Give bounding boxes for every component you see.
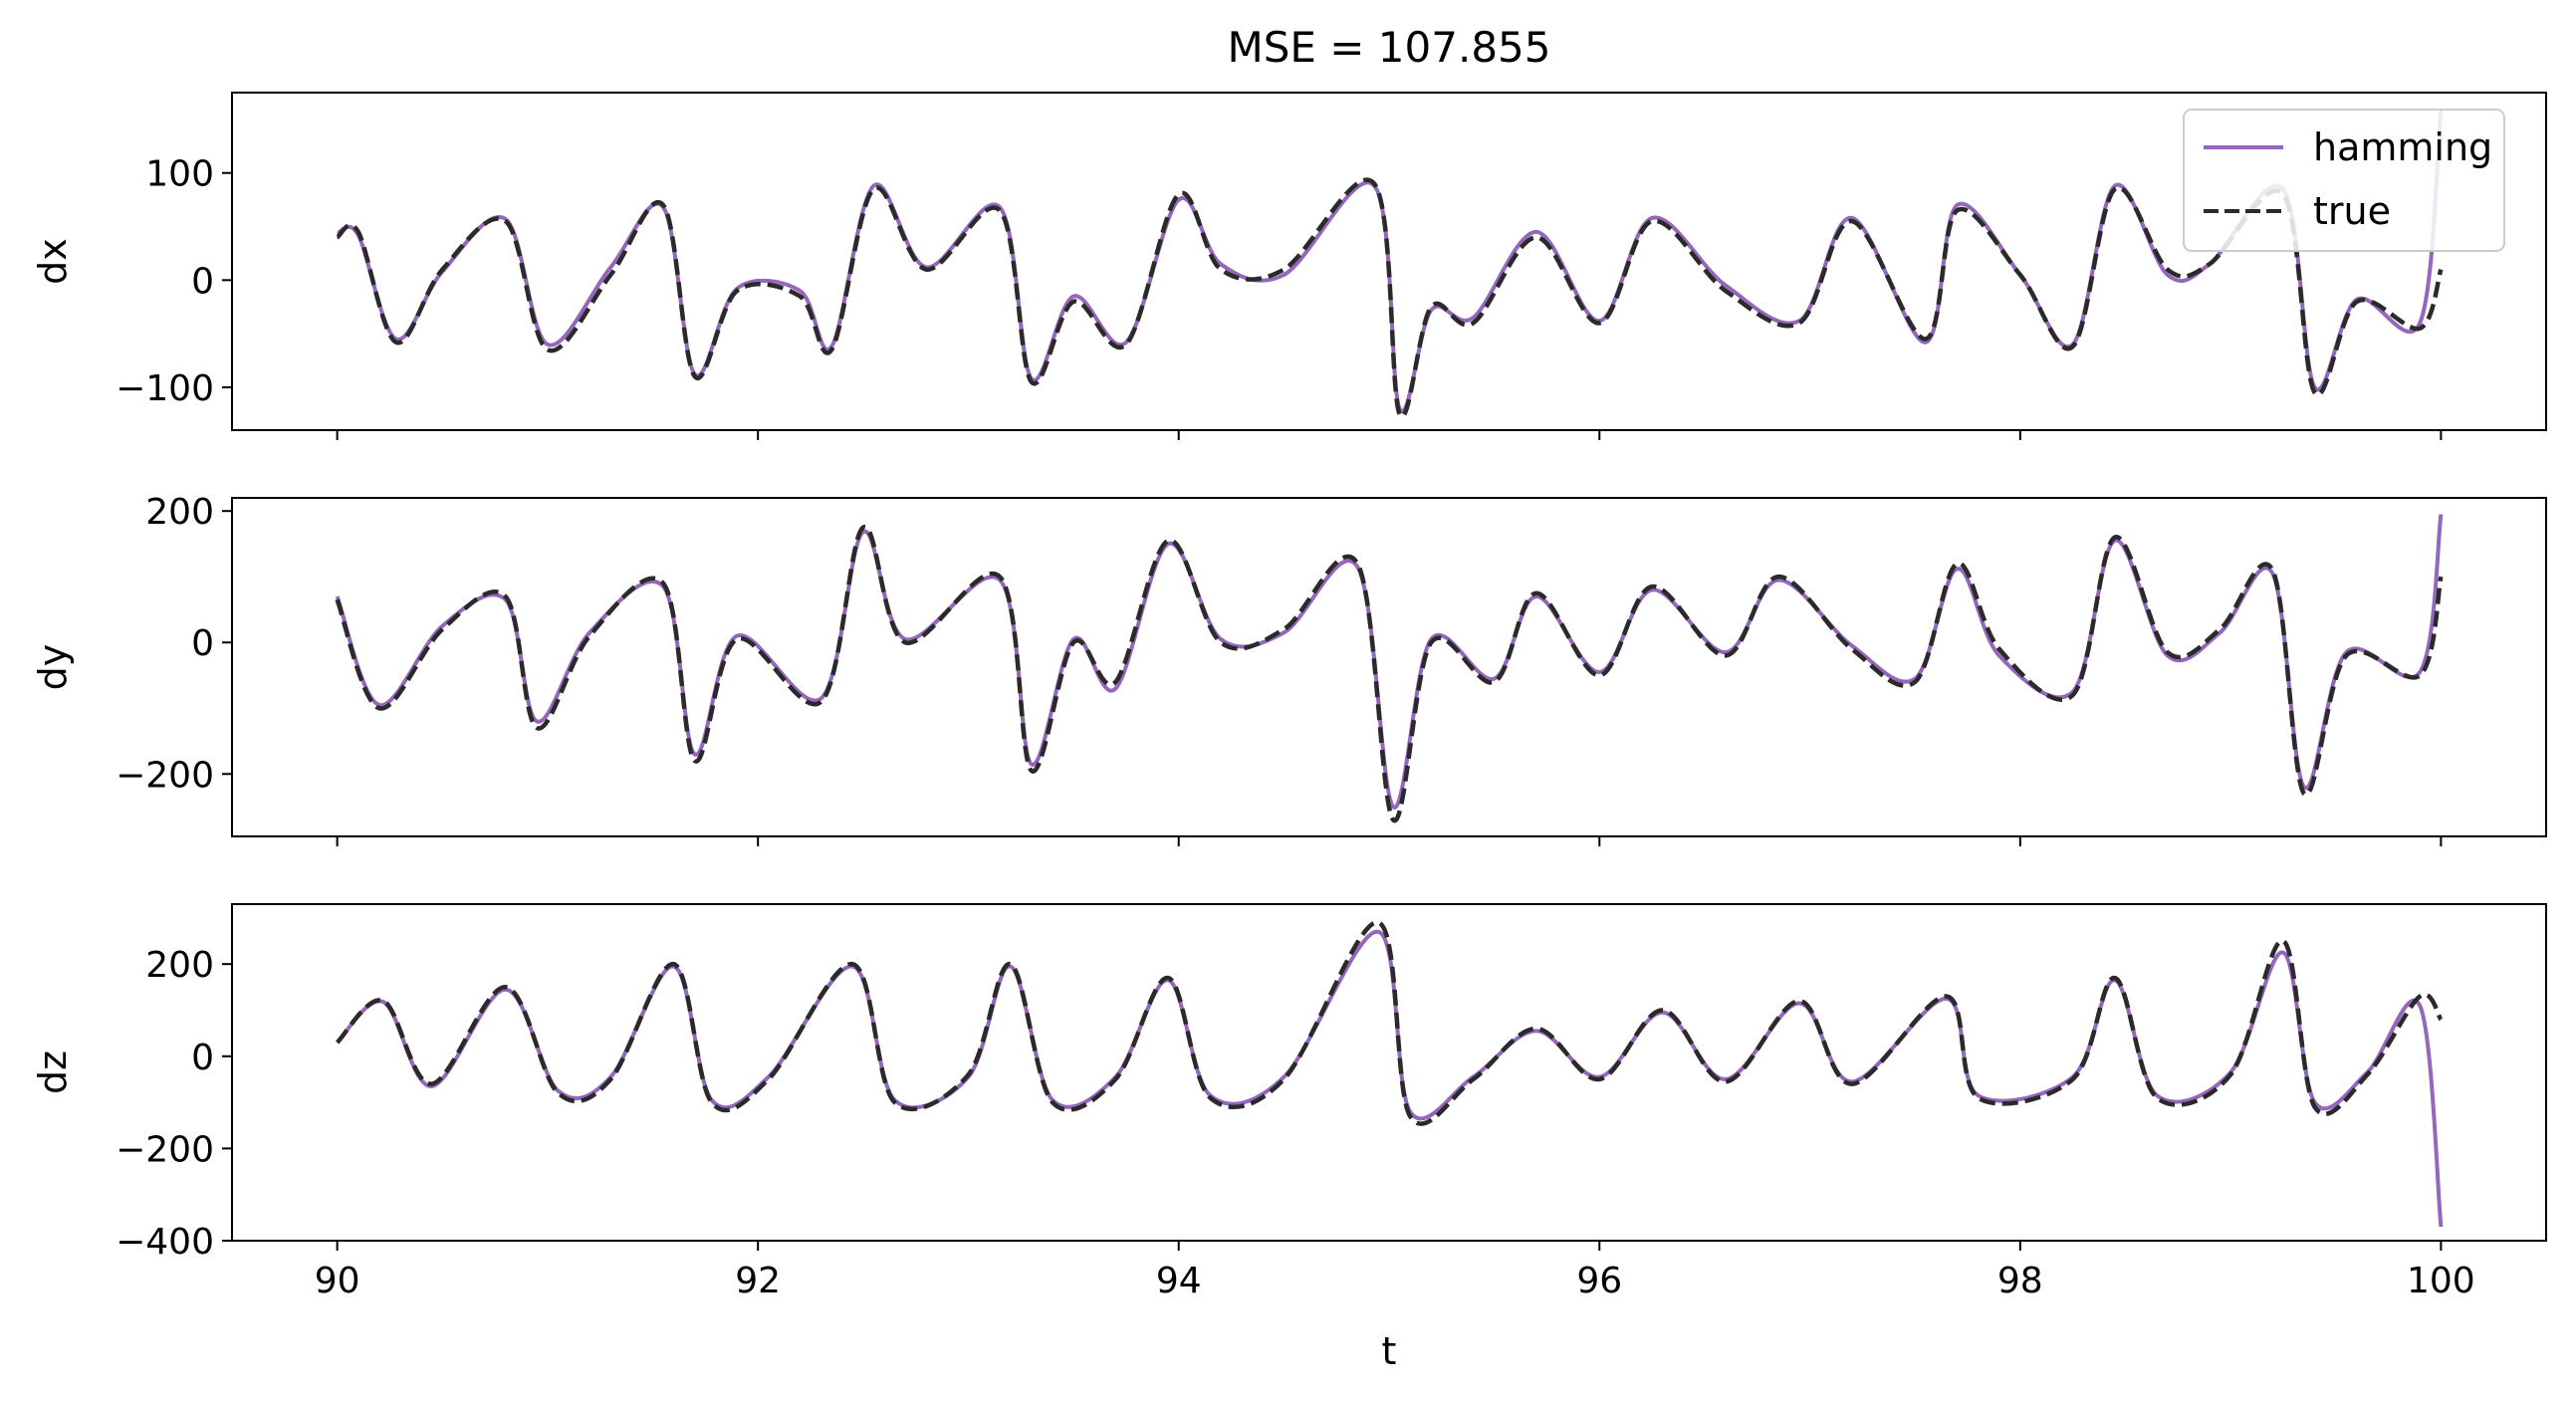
subplots: −100 0 100 dx −200 0 200 dy −400 −200 0 200 90 92 94 96… xyxy=(31,92,2547,1301)
legend-label-hamming: hamming xyxy=(2313,125,2492,169)
subplot-dz: −400 −200 0 200 90 92 94 96 98 100 dz xyxy=(31,903,2547,1301)
y-tick-label: −200 xyxy=(116,755,214,796)
y-axis-label: dz xyxy=(31,1051,75,1094)
y-axis-label: dy xyxy=(31,644,75,691)
x-tick-label: 98 xyxy=(1997,1261,2043,1301)
y-tick-label: 0 xyxy=(191,261,214,302)
axes-frame xyxy=(231,903,2547,1242)
y-axis-label: dx xyxy=(31,238,75,285)
y-tick-label: 100 xyxy=(145,154,214,195)
legend: hamming true xyxy=(2183,109,2505,252)
series-lines xyxy=(336,108,2444,419)
x-axis-label: t xyxy=(1382,1329,1397,1373)
axes-frame xyxy=(231,497,2547,837)
series-lines xyxy=(335,920,2444,1228)
x-tick-label: 94 xyxy=(1156,1261,1202,1301)
axes-frame xyxy=(231,92,2547,431)
x-tick-label: 100 xyxy=(2407,1261,2475,1301)
x-tick-label: 96 xyxy=(1576,1261,1622,1301)
y-tick-label: 200 xyxy=(145,945,214,986)
chart-title: MSE = 107.855 xyxy=(1227,23,1550,72)
series-line-true xyxy=(335,525,2444,823)
y-tick-label: −100 xyxy=(116,368,214,409)
series-lines xyxy=(335,514,2444,823)
legend-frame xyxy=(2183,109,2505,252)
y-tick-label: −400 xyxy=(116,1222,214,1263)
y-tick-label: −200 xyxy=(116,1129,214,1170)
series-line-true xyxy=(335,920,2444,1126)
y-tick-label: 0 xyxy=(191,1038,214,1078)
x-tick-label: 90 xyxy=(315,1261,360,1301)
y-tick-label: 200 xyxy=(145,492,214,533)
series-line-true xyxy=(336,177,2444,419)
subplot-dy: −200 0 200 dy xyxy=(31,492,2547,846)
y-tick-label: 0 xyxy=(191,623,214,664)
legend-label-true: true xyxy=(2313,189,2391,233)
subplot-dx: −100 0 100 dx xyxy=(31,92,2547,440)
x-tick-label: 92 xyxy=(735,1261,781,1301)
